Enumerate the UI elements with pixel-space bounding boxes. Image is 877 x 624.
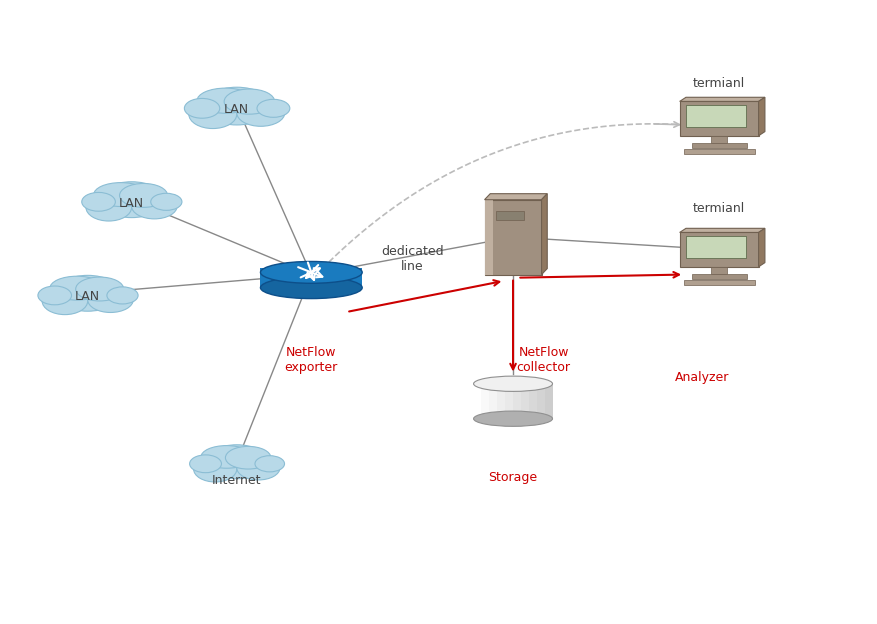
Bar: [484, 200, 541, 275]
Ellipse shape: [474, 411, 553, 426]
Bar: [545, 384, 553, 419]
Polygon shape: [680, 228, 765, 233]
Ellipse shape: [98, 182, 165, 218]
Ellipse shape: [86, 193, 132, 221]
Bar: [686, 105, 746, 127]
Bar: [521, 384, 529, 419]
Ellipse shape: [38, 286, 72, 305]
Ellipse shape: [205, 445, 268, 479]
Bar: [497, 384, 505, 419]
Bar: [260, 268, 362, 288]
Bar: [683, 281, 754, 285]
Text: NetFlow
exporter: NetFlow exporter: [285, 346, 338, 374]
Ellipse shape: [42, 287, 88, 314]
Bar: [683, 150, 754, 154]
Text: LAN: LAN: [225, 103, 249, 116]
Ellipse shape: [151, 193, 182, 210]
Ellipse shape: [54, 275, 121, 311]
Ellipse shape: [201, 446, 252, 468]
Polygon shape: [680, 97, 765, 101]
Bar: [474, 384, 553, 419]
Text: termianl: termianl: [693, 202, 745, 215]
Bar: [484, 200, 493, 275]
Ellipse shape: [202, 87, 272, 125]
Ellipse shape: [225, 89, 275, 114]
Ellipse shape: [184, 99, 220, 118]
Bar: [680, 101, 759, 136]
Text: termianl: termianl: [693, 77, 745, 90]
Bar: [711, 136, 727, 144]
Ellipse shape: [474, 376, 553, 391]
Ellipse shape: [194, 456, 237, 482]
Polygon shape: [759, 228, 765, 267]
Ellipse shape: [107, 287, 138, 304]
Bar: [680, 233, 759, 267]
Ellipse shape: [88, 287, 133, 313]
Bar: [489, 384, 497, 419]
Ellipse shape: [197, 88, 253, 114]
FancyBboxPatch shape: [260, 268, 362, 288]
Bar: [691, 275, 746, 280]
Text: Storage: Storage: [488, 471, 538, 484]
Text: dedicated
line: dedicated line: [381, 245, 444, 273]
Ellipse shape: [237, 99, 285, 126]
Ellipse shape: [260, 261, 362, 283]
Bar: [496, 211, 524, 220]
Text: LAN: LAN: [75, 290, 100, 303]
Text: Internet: Internet: [212, 474, 261, 487]
Polygon shape: [541, 193, 547, 275]
Bar: [505, 384, 513, 419]
Polygon shape: [759, 97, 765, 136]
Bar: [686, 236, 746, 258]
Ellipse shape: [237, 456, 280, 480]
Bar: [691, 143, 746, 149]
Ellipse shape: [189, 100, 237, 129]
Ellipse shape: [82, 192, 116, 211]
Ellipse shape: [225, 446, 271, 469]
Text: NetFlow
collector: NetFlow collector: [517, 346, 571, 374]
Text: Analyzer: Analyzer: [674, 371, 729, 384]
Ellipse shape: [257, 99, 289, 117]
Bar: [481, 384, 489, 419]
Bar: [513, 384, 521, 419]
Bar: [529, 384, 537, 419]
Bar: [537, 384, 545, 419]
Text: LAN: LAN: [119, 197, 144, 210]
Ellipse shape: [94, 183, 147, 207]
Ellipse shape: [255, 456, 284, 472]
Polygon shape: [484, 193, 547, 200]
Bar: [474, 384, 481, 419]
Ellipse shape: [132, 193, 177, 219]
Ellipse shape: [75, 277, 124, 301]
Ellipse shape: [189, 455, 222, 472]
Ellipse shape: [260, 277, 362, 299]
Ellipse shape: [119, 183, 168, 207]
Ellipse shape: [50, 276, 103, 300]
Bar: [711, 267, 727, 275]
